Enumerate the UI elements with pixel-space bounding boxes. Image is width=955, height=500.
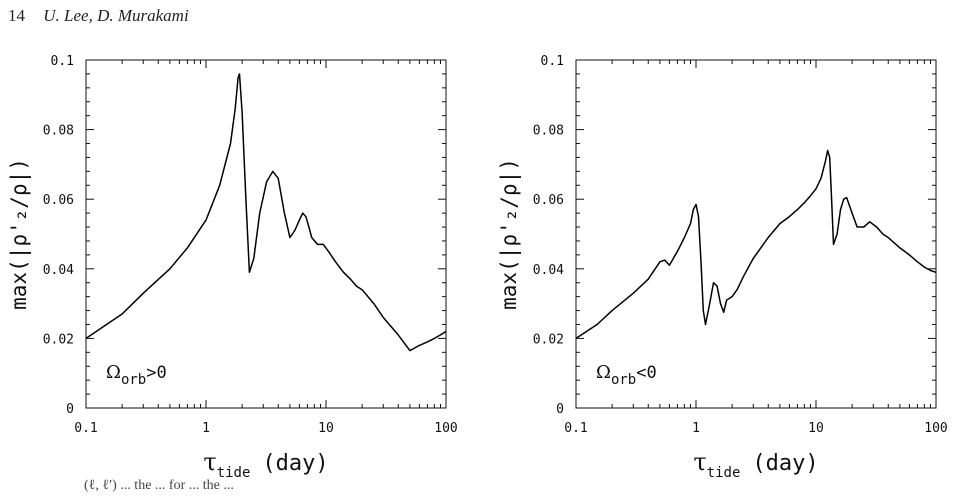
x-tick-label: 1 (692, 421, 700, 436)
y-tick-label: 0.02 (43, 332, 74, 347)
y-tick-label: 0.06 (43, 193, 74, 208)
y-tick-label: 0.1 (51, 54, 74, 69)
annotation-subscript: orb (611, 372, 636, 388)
x-axis-label: τtide (day) (693, 448, 818, 481)
page-number: 14 (8, 6, 25, 25)
x-axis-symbol: τ (693, 448, 706, 476)
x-tick-label: 100 (434, 421, 457, 436)
page-header: 14 U. Lee, D. Murakami (8, 6, 189, 26)
x-tick-label: 100 (924, 421, 947, 436)
x-tick-label: 0.1 (564, 421, 587, 436)
x-tick-label: 0.1 (74, 421, 97, 436)
plot-frame (85, 59, 447, 409)
caption-fragment: (ℓ, ℓ′) ... the ... for ... the ... (84, 478, 234, 493)
y-tick-label: 0 (66, 402, 74, 417)
y-axis-label: max(|ρ'₂/ρ|) (7, 158, 32, 310)
omega-annotation: Ωorb>0 (106, 362, 167, 388)
y-tick-label: 0 (556, 402, 564, 417)
annotation-subscript: orb (121, 372, 146, 388)
x-axis-unit: (day) (752, 451, 818, 476)
series-line (85, 73, 447, 352)
page-authors: U. Lee, D. Murakami (43, 6, 189, 25)
x-axis-unit: (day) (262, 451, 328, 476)
x-axis-subscript: tide (707, 465, 741, 481)
y-tick-label: 0.04 (43, 263, 74, 278)
series-line (575, 149, 937, 340)
plot-frame (575, 59, 937, 409)
annotation-condition: <0 (636, 363, 656, 383)
chart-right: 0.1 1 10 100 0 0.02 0.04 0.06 0.08 0.1 max(|ρ'₂/ρ|… (497, 54, 948, 481)
annotation-symbol: Ω (106, 362, 121, 383)
y-tick-label: 0.02 (533, 332, 564, 347)
y-tick-label: 0.06 (533, 193, 564, 208)
annotation-condition: >0 (146, 363, 166, 383)
annotation-symbol: Ω (596, 362, 611, 383)
y-tick-label: 0.04 (533, 263, 564, 278)
y-tick-label: 0.08 (533, 124, 564, 139)
y-tick-label: 0.1 (541, 54, 564, 69)
x-tick-label: 10 (808, 421, 824, 436)
y-axis-label: max(|ρ'₂/ρ|) (497, 158, 522, 310)
x-axis-label: τtide (day) (203, 448, 328, 481)
chart-left: 0.1 1 10 100 0 0.02 0.04 0.06 0.08 0.1 max(|ρ'₂/ρ|… (7, 54, 458, 481)
x-axis-symbol: τ (203, 448, 216, 476)
omega-annotation: Ωorb<0 (596, 362, 657, 388)
x-tick-label: 1 (202, 421, 210, 436)
x-axis-subscript: tide (217, 465, 251, 481)
y-tick-label: 0.08 (43, 124, 74, 139)
x-tick-label: 10 (318, 421, 334, 436)
